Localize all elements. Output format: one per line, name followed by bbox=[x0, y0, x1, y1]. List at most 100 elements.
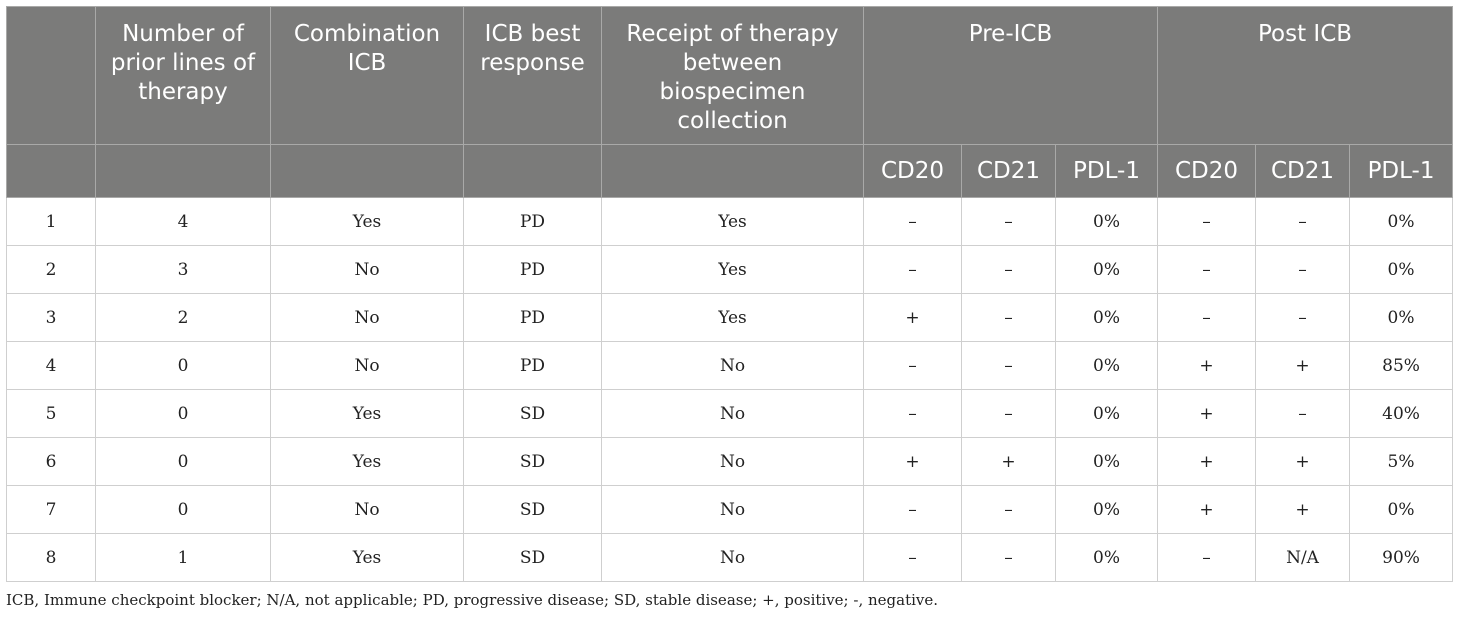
cell-patient: 8 bbox=[6, 533, 96, 582]
cell-patient: 6 bbox=[6, 437, 96, 486]
cell-best-response: PD bbox=[463, 197, 602, 246]
cell-pre-cd20: – bbox=[863, 485, 962, 534]
cell-patient: 3 bbox=[6, 293, 96, 342]
cell-pre-cd20: + bbox=[863, 293, 962, 342]
cell-pre-pdl1: 0% bbox=[1054, 293, 1159, 342]
header-spacer bbox=[95, 144, 271, 198]
cell-best-response: SD bbox=[463, 389, 602, 438]
cell-pre-cd21: – bbox=[961, 485, 1056, 534]
header-spacer bbox=[6, 144, 96, 198]
header-spacer bbox=[270, 144, 464, 198]
cell-pre-cd20: + bbox=[863, 437, 962, 486]
cell-post-pdl1: 90% bbox=[1349, 533, 1454, 582]
cell-pre-pdl1: 0% bbox=[1054, 341, 1159, 390]
header-post-pdl1: PDL-1 bbox=[1349, 144, 1454, 198]
header-post-cd21: CD21 bbox=[1255, 144, 1351, 198]
cell-post-pdl1: 40% bbox=[1349, 389, 1454, 438]
cell-pre-cd20: – bbox=[863, 197, 962, 246]
header-row-primary: Number of prior lines of therapy Combina… bbox=[6, 6, 1454, 145]
cell-prior-lines: 3 bbox=[95, 245, 271, 294]
cell-therapy-between: No bbox=[601, 533, 864, 582]
cell-pre-cd21: – bbox=[961, 533, 1056, 582]
table-row: 2 3 No PD Yes – – 0% – – 0% bbox=[6, 245, 1454, 294]
cell-post-cd20: + bbox=[1157, 437, 1257, 486]
cell-post-cd20: + bbox=[1157, 341, 1257, 390]
cell-pre-pdl1: 0% bbox=[1054, 437, 1159, 486]
table-body: 1 4 Yes PD Yes – – 0% – – 0% 2 3 No PD Y… bbox=[6, 197, 1454, 582]
cell-therapy-between: Yes bbox=[601, 245, 864, 294]
cell-best-response: PD bbox=[463, 341, 602, 390]
cell-post-cd20: – bbox=[1157, 245, 1257, 294]
header-receipt-of-therapy: Receipt of therapy between biospecimen c… bbox=[601, 6, 864, 145]
cell-combination-icb: Yes bbox=[270, 533, 464, 582]
header-prior-lines: Number of prior lines of therapy bbox=[95, 6, 271, 145]
header-row-secondary: CD20 CD21 PDL-1 CD20 CD21 PDL-1 bbox=[6, 144, 1454, 198]
cell-combination-icb: Yes bbox=[270, 197, 464, 246]
cell-post-pdl1: 5% bbox=[1349, 437, 1454, 486]
header-patient-index bbox=[6, 6, 96, 145]
cell-post-cd21: + bbox=[1255, 437, 1351, 486]
cell-pre-cd20: – bbox=[863, 245, 962, 294]
table-row: 7 0 No SD No – – 0% + + 0% bbox=[6, 485, 1454, 534]
cell-combination-icb: No bbox=[270, 341, 464, 390]
cell-patient: 5 bbox=[6, 389, 96, 438]
header-pre-icb: Pre-ICB bbox=[862, 6, 1159, 145]
cell-pre-cd21: – bbox=[961, 245, 1056, 294]
cell-prior-lines: 0 bbox=[95, 437, 271, 486]
cell-post-pdl1: 0% bbox=[1349, 293, 1454, 342]
cell-post-cd21: – bbox=[1255, 389, 1351, 438]
cell-combination-icb: No bbox=[270, 485, 464, 534]
table-row: 4 0 No PD No – – 0% + + 85% bbox=[6, 341, 1454, 390]
cell-post-cd21: – bbox=[1255, 197, 1351, 246]
cell-pre-cd21: – bbox=[961, 389, 1056, 438]
data-table: Number of prior lines of therapy Combina… bbox=[6, 6, 1454, 582]
cell-patient: 7 bbox=[6, 485, 96, 534]
header-spacer bbox=[463, 144, 602, 198]
cell-therapy-between: No bbox=[601, 485, 864, 534]
cell-post-pdl1: 85% bbox=[1349, 341, 1454, 390]
cell-prior-lines: 0 bbox=[95, 485, 271, 534]
table-row: 1 4 Yes PD Yes – – 0% – – 0% bbox=[6, 197, 1454, 246]
header-spacer bbox=[601, 144, 864, 198]
header-pre-cd20: CD20 bbox=[863, 144, 962, 198]
cell-pre-cd21: + bbox=[961, 437, 1056, 486]
table-row: 8 1 Yes SD No – – 0% – N/A 90% bbox=[6, 533, 1454, 582]
cell-post-cd20: – bbox=[1157, 533, 1257, 582]
table-row: 6 0 Yes SD No + + 0% + + 5% bbox=[6, 437, 1454, 486]
cell-therapy-between: No bbox=[601, 389, 864, 438]
cell-post-cd20: – bbox=[1157, 293, 1257, 342]
cell-pre-cd21: – bbox=[961, 341, 1056, 390]
cell-post-cd21: – bbox=[1255, 293, 1351, 342]
cell-combination-icb: No bbox=[270, 245, 464, 294]
cell-pre-cd20: – bbox=[863, 389, 962, 438]
cell-pre-pdl1: 0% bbox=[1054, 533, 1159, 582]
cell-therapy-between: Yes bbox=[601, 293, 864, 342]
cell-post-cd20: + bbox=[1157, 485, 1257, 534]
cell-patient: 2 bbox=[6, 245, 96, 294]
header-combination-icb: Combination ICB bbox=[270, 6, 464, 145]
cell-post-cd21: N/A bbox=[1255, 533, 1351, 582]
header-pre-cd21: CD21 bbox=[961, 144, 1056, 198]
cell-pre-cd20: – bbox=[863, 533, 962, 582]
cell-post-cd20: – bbox=[1157, 197, 1257, 246]
cell-therapy-between: No bbox=[601, 437, 864, 486]
cell-pre-cd21: – bbox=[961, 197, 1056, 246]
cell-post-pdl1: 0% bbox=[1349, 197, 1454, 246]
cell-patient: 4 bbox=[6, 341, 96, 390]
cell-post-pdl1: 0% bbox=[1349, 485, 1454, 534]
cell-prior-lines: 2 bbox=[95, 293, 271, 342]
table-row: 3 2 No PD Yes + – 0% – – 0% bbox=[6, 293, 1454, 342]
cell-prior-lines: 0 bbox=[95, 389, 271, 438]
cell-pre-pdl1: 0% bbox=[1054, 389, 1159, 438]
cell-post-cd21: – bbox=[1255, 245, 1351, 294]
cell-therapy-between: No bbox=[601, 341, 864, 390]
cell-post-cd20: + bbox=[1157, 389, 1257, 438]
header-pre-pdl1: PDL-1 bbox=[1054, 144, 1159, 198]
cell-best-response: PD bbox=[463, 245, 602, 294]
cell-post-cd21: + bbox=[1255, 485, 1351, 534]
cell-prior-lines: 0 bbox=[95, 341, 271, 390]
cell-best-response: PD bbox=[463, 293, 602, 342]
cell-best-response: SD bbox=[463, 437, 602, 486]
cell-combination-icb: Yes bbox=[270, 437, 464, 486]
cell-therapy-between: Yes bbox=[601, 197, 864, 246]
